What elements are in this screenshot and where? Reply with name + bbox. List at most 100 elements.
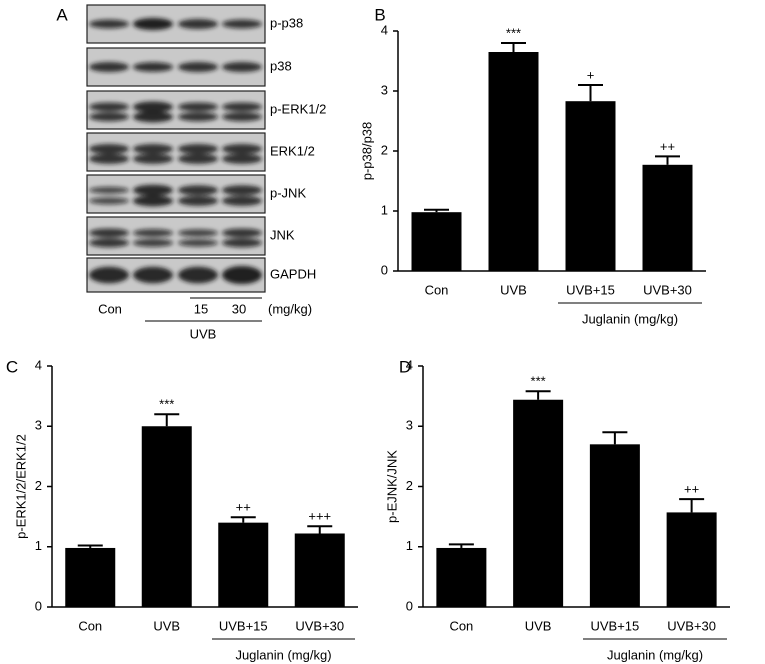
blot-bands xyxy=(89,184,262,207)
band xyxy=(178,19,218,29)
x-tick-label: UVB+15 xyxy=(566,282,615,297)
blot-bands xyxy=(89,143,262,164)
band xyxy=(222,238,262,248)
x-tick-label: UVB xyxy=(153,618,180,633)
bar xyxy=(513,399,564,607)
x-tick-label: UVB+30 xyxy=(295,618,344,633)
x-tick-label: Con xyxy=(449,618,473,633)
blot-row-label: p38 xyxy=(270,58,292,73)
band xyxy=(222,266,262,284)
band xyxy=(133,184,173,196)
band xyxy=(89,266,129,284)
band xyxy=(133,266,173,284)
band xyxy=(222,195,262,206)
band xyxy=(222,62,262,72)
y-tick-label: 0 xyxy=(406,598,413,613)
panel-label: B xyxy=(374,5,385,24)
blot-bands xyxy=(89,266,262,284)
y-tick-label: 1 xyxy=(381,202,388,217)
band xyxy=(178,239,218,247)
band xyxy=(133,228,173,237)
band xyxy=(178,195,218,206)
y-tick-label: 3 xyxy=(406,418,413,433)
band xyxy=(222,228,262,238)
x-tick-label: Con xyxy=(425,282,449,297)
band xyxy=(178,185,218,196)
blot-row-label: p-JNK xyxy=(270,185,306,200)
band xyxy=(222,102,262,112)
x-tick-label: UVB+30 xyxy=(667,618,716,633)
blot-bands xyxy=(89,62,262,72)
bar xyxy=(294,533,345,607)
bar xyxy=(488,52,539,271)
x-tick-label: Con xyxy=(78,618,102,633)
y-tick-label: 4 xyxy=(406,357,413,372)
band xyxy=(89,19,129,29)
band xyxy=(222,143,262,154)
band xyxy=(133,238,173,247)
band xyxy=(133,153,173,164)
band xyxy=(133,101,173,113)
y-tick-label: 1 xyxy=(406,538,413,553)
band xyxy=(133,143,173,154)
panel-label: C xyxy=(6,357,18,376)
y-tick-label: 4 xyxy=(381,22,388,37)
blot-row-label: p-p38 xyxy=(270,15,303,30)
significance-label: *** xyxy=(159,397,174,412)
band xyxy=(133,195,173,207)
band xyxy=(133,18,173,30)
y-axis-label: p-EJNK/JNK xyxy=(384,450,399,523)
bar xyxy=(565,101,616,271)
x-tick-label: UVB+30 xyxy=(643,282,692,297)
band xyxy=(178,143,218,154)
x-tick-label: UVB xyxy=(500,282,527,297)
group-label: UVB xyxy=(190,326,217,341)
band xyxy=(178,229,218,237)
bar xyxy=(218,522,269,607)
band xyxy=(89,197,129,205)
group-label: Juglanin (mg/kg) xyxy=(582,311,678,326)
x-tick-label: UVB+15 xyxy=(219,618,268,633)
group-label: Juglanin (mg/kg) xyxy=(235,647,331,662)
bar xyxy=(666,512,717,607)
bar xyxy=(141,426,192,607)
band xyxy=(222,112,262,122)
blot-bands xyxy=(89,228,262,248)
y-tick-label: 0 xyxy=(35,598,42,613)
band xyxy=(178,112,218,122)
band xyxy=(89,186,129,194)
blot-row-label: p-ERK1/2 xyxy=(270,101,326,116)
x-tick-label: UVB xyxy=(525,618,552,633)
y-tick-label: 1 xyxy=(35,538,42,553)
lane-label: Con xyxy=(98,301,122,316)
panel-label: D xyxy=(399,357,411,376)
blot-row-label: GAPDH xyxy=(270,266,316,281)
significance-label: + xyxy=(587,67,595,82)
band xyxy=(178,62,218,72)
x-tick-label: UVB+15 xyxy=(590,618,639,633)
band xyxy=(178,153,218,164)
y-tick-label: 3 xyxy=(381,82,388,97)
band xyxy=(89,228,129,238)
y-tick-label: 2 xyxy=(406,478,413,493)
significance-label: ++ xyxy=(236,500,251,515)
band xyxy=(89,102,129,112)
y-tick-label: 2 xyxy=(35,478,42,493)
y-tick-label: 2 xyxy=(381,142,388,157)
blot-row-label: JNK xyxy=(270,227,295,242)
blot-bands xyxy=(89,18,262,30)
significance-label: ++ xyxy=(684,482,699,497)
significance-label: *** xyxy=(531,374,546,389)
lane-label: 15 xyxy=(194,301,208,316)
group-label: Juglanin (mg/kg) xyxy=(607,647,703,662)
significance-label: ++ xyxy=(660,139,675,154)
band xyxy=(222,185,262,196)
lane-label: 30 xyxy=(232,301,246,316)
panel-label: A xyxy=(56,5,68,24)
blot-bands xyxy=(89,101,262,123)
band xyxy=(222,153,262,164)
y-axis-label: p-p38/p38 xyxy=(359,122,374,181)
band xyxy=(133,62,173,72)
y-tick-label: 3 xyxy=(35,418,42,433)
